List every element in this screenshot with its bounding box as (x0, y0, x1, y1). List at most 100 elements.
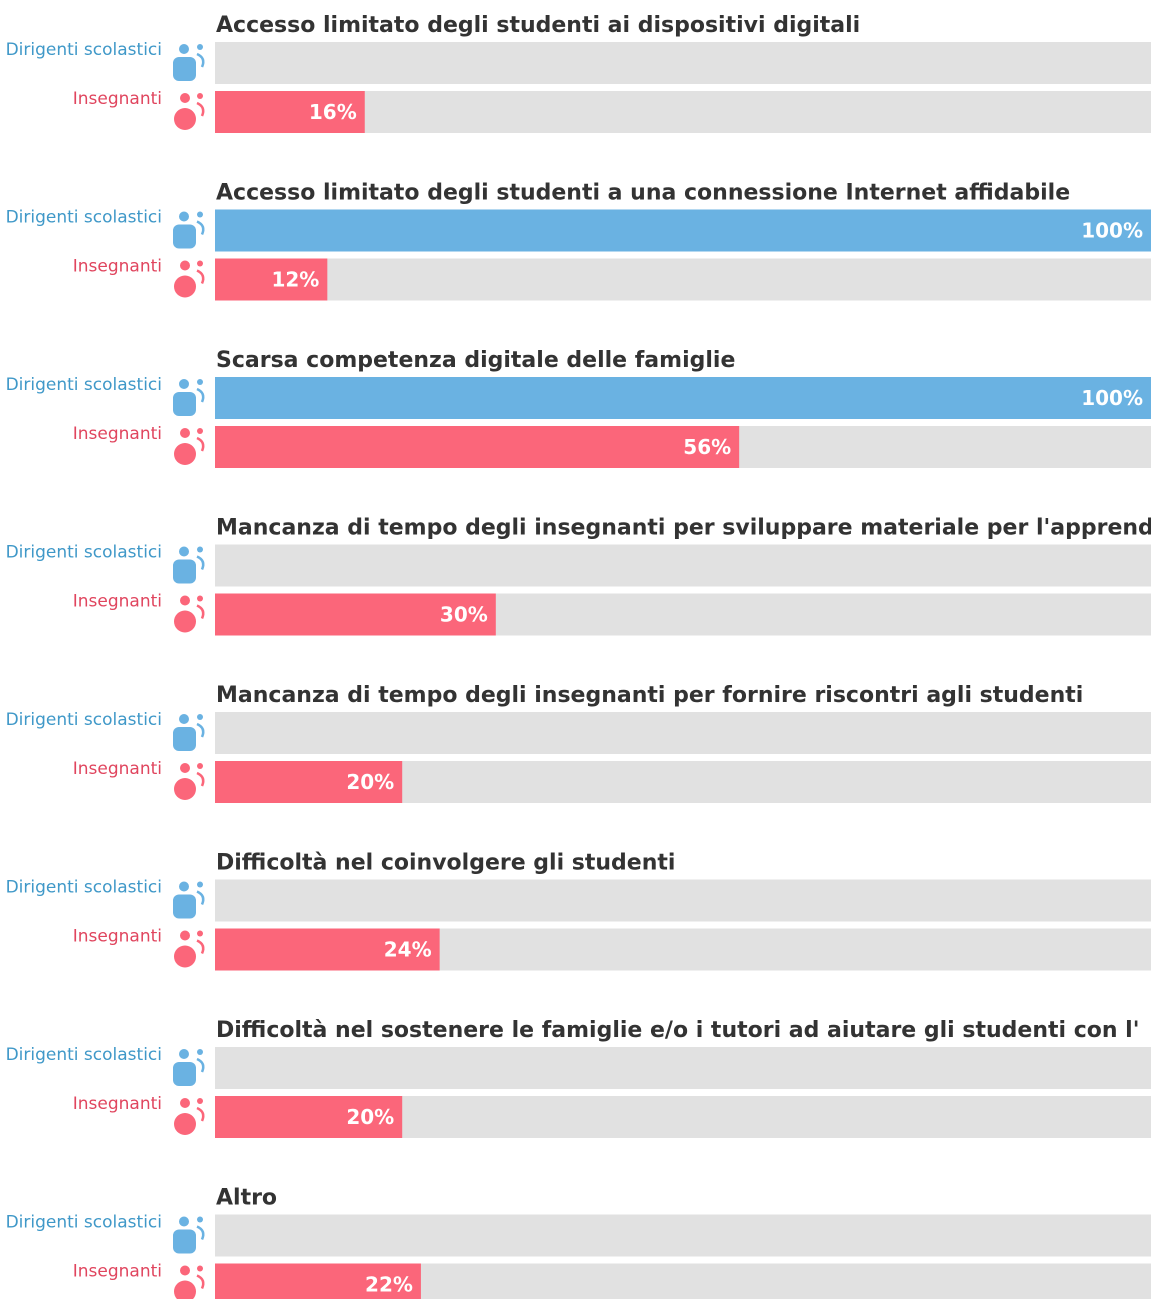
bar-track (215, 42, 1151, 84)
series-label: Insegnanti (73, 424, 162, 444)
value-label: 16% (309, 100, 357, 124)
icon (197, 1098, 203, 1104)
bar (215, 1096, 403, 1138)
icon (180, 93, 190, 103)
series-label: Insegnanti (73, 592, 162, 612)
bar-track (215, 258, 1151, 301)
series-label: Dirigenti scolastici (6, 543, 162, 563)
icon (196, 555, 205, 571)
icon (179, 1049, 189, 1059)
value-label: 24% (384, 938, 432, 962)
series-label: Dirigenti scolastici (6, 40, 162, 60)
icon (179, 546, 189, 557)
icon (196, 1225, 205, 1241)
icon (197, 428, 203, 434)
icon (173, 1229, 196, 1254)
icon (179, 211, 189, 222)
category-title: Mancanza di tempo degli insegnanti per s… (216, 516, 1154, 541)
icon (173, 224, 196, 249)
icon (197, 44, 203, 50)
icon (174, 1113, 196, 1135)
icon (196, 939, 205, 955)
icon (196, 771, 205, 787)
icon (179, 881, 189, 892)
category-title: Altro (216, 1186, 277, 1211)
icon (197, 763, 203, 769)
icon (197, 546, 203, 553)
icon (173, 57, 196, 81)
icon (179, 714, 189, 724)
icon (174, 945, 196, 968)
icon (174, 610, 196, 633)
icon (196, 604, 205, 620)
bar-track (215, 712, 1151, 754)
icon (174, 778, 196, 800)
bar-track (215, 544, 1151, 587)
bar (215, 258, 328, 301)
series-label: Dirigenti scolastici (6, 1045, 162, 1065)
icon (196, 101, 205, 117)
series-label: Dirigenti scolastici (6, 375, 162, 395)
value-label: 12% (271, 268, 319, 292)
icon (197, 211, 203, 218)
bar (215, 377, 1151, 419)
value-label: 100% (1081, 386, 1143, 410)
icon (173, 894, 196, 919)
icon (196, 722, 205, 738)
icon (196, 269, 205, 285)
value-label: 22% (365, 1273, 413, 1297)
series-label: Dirigenti scolastici (6, 710, 162, 730)
series-label: Dirigenti scolastici (6, 1213, 162, 1233)
bar (215, 1263, 421, 1299)
bar (215, 761, 403, 803)
category-title: Accesso limitato degli studenti ai dispo… (216, 13, 860, 38)
value-label: 20% (346, 770, 394, 794)
series-label: Insegnanti (73, 1094, 162, 1114)
series-label: Dirigenti scolastici (6, 878, 162, 898)
bar-track (215, 1047, 1151, 1089)
icon (197, 1049, 203, 1055)
icon (174, 275, 196, 298)
icon (174, 1280, 196, 1299)
icon (197, 595, 203, 602)
icon (180, 428, 190, 438)
series-label: Dirigenti scolastici (6, 208, 162, 228)
bar (215, 209, 1151, 252)
icon (196, 1057, 205, 1073)
bar (215, 426, 740, 468)
icon (173, 392, 196, 416)
icon (173, 559, 196, 584)
icon (180, 763, 190, 773)
icon (174, 443, 196, 465)
icon (180, 1265, 190, 1276)
icon (196, 1274, 205, 1290)
icon (197, 93, 203, 99)
category-title: Difficoltà nel sostenere le famiglie e/o… (216, 1018, 1139, 1043)
icon (180, 1098, 190, 1108)
value-label: 30% (440, 603, 488, 627)
category-title: Mancanza di tempo degli insegnanti per f… (216, 683, 1083, 708)
value-label: 100% (1081, 219, 1143, 243)
category-title: Scarsa competenza digitale delle famigli… (216, 348, 735, 373)
icon (180, 260, 190, 271)
icon (197, 260, 203, 267)
icon (197, 1265, 203, 1272)
bar (215, 593, 496, 636)
icon (196, 52, 205, 68)
icon (180, 595, 190, 606)
series-label: Insegnanti (73, 1262, 162, 1282)
icon (197, 379, 203, 385)
icon (197, 930, 203, 937)
bar-track (215, 1214, 1151, 1257)
bar (215, 928, 440, 971)
value-label: 56% (683, 435, 731, 459)
value-label: 20% (346, 1105, 394, 1129)
icon (196, 387, 205, 403)
icon (179, 44, 189, 54)
bar-track (215, 91, 1151, 133)
icon (173, 727, 196, 751)
series-label: Insegnanti (73, 927, 162, 947)
icon (179, 379, 189, 389)
series-label: Insegnanti (73, 89, 162, 109)
